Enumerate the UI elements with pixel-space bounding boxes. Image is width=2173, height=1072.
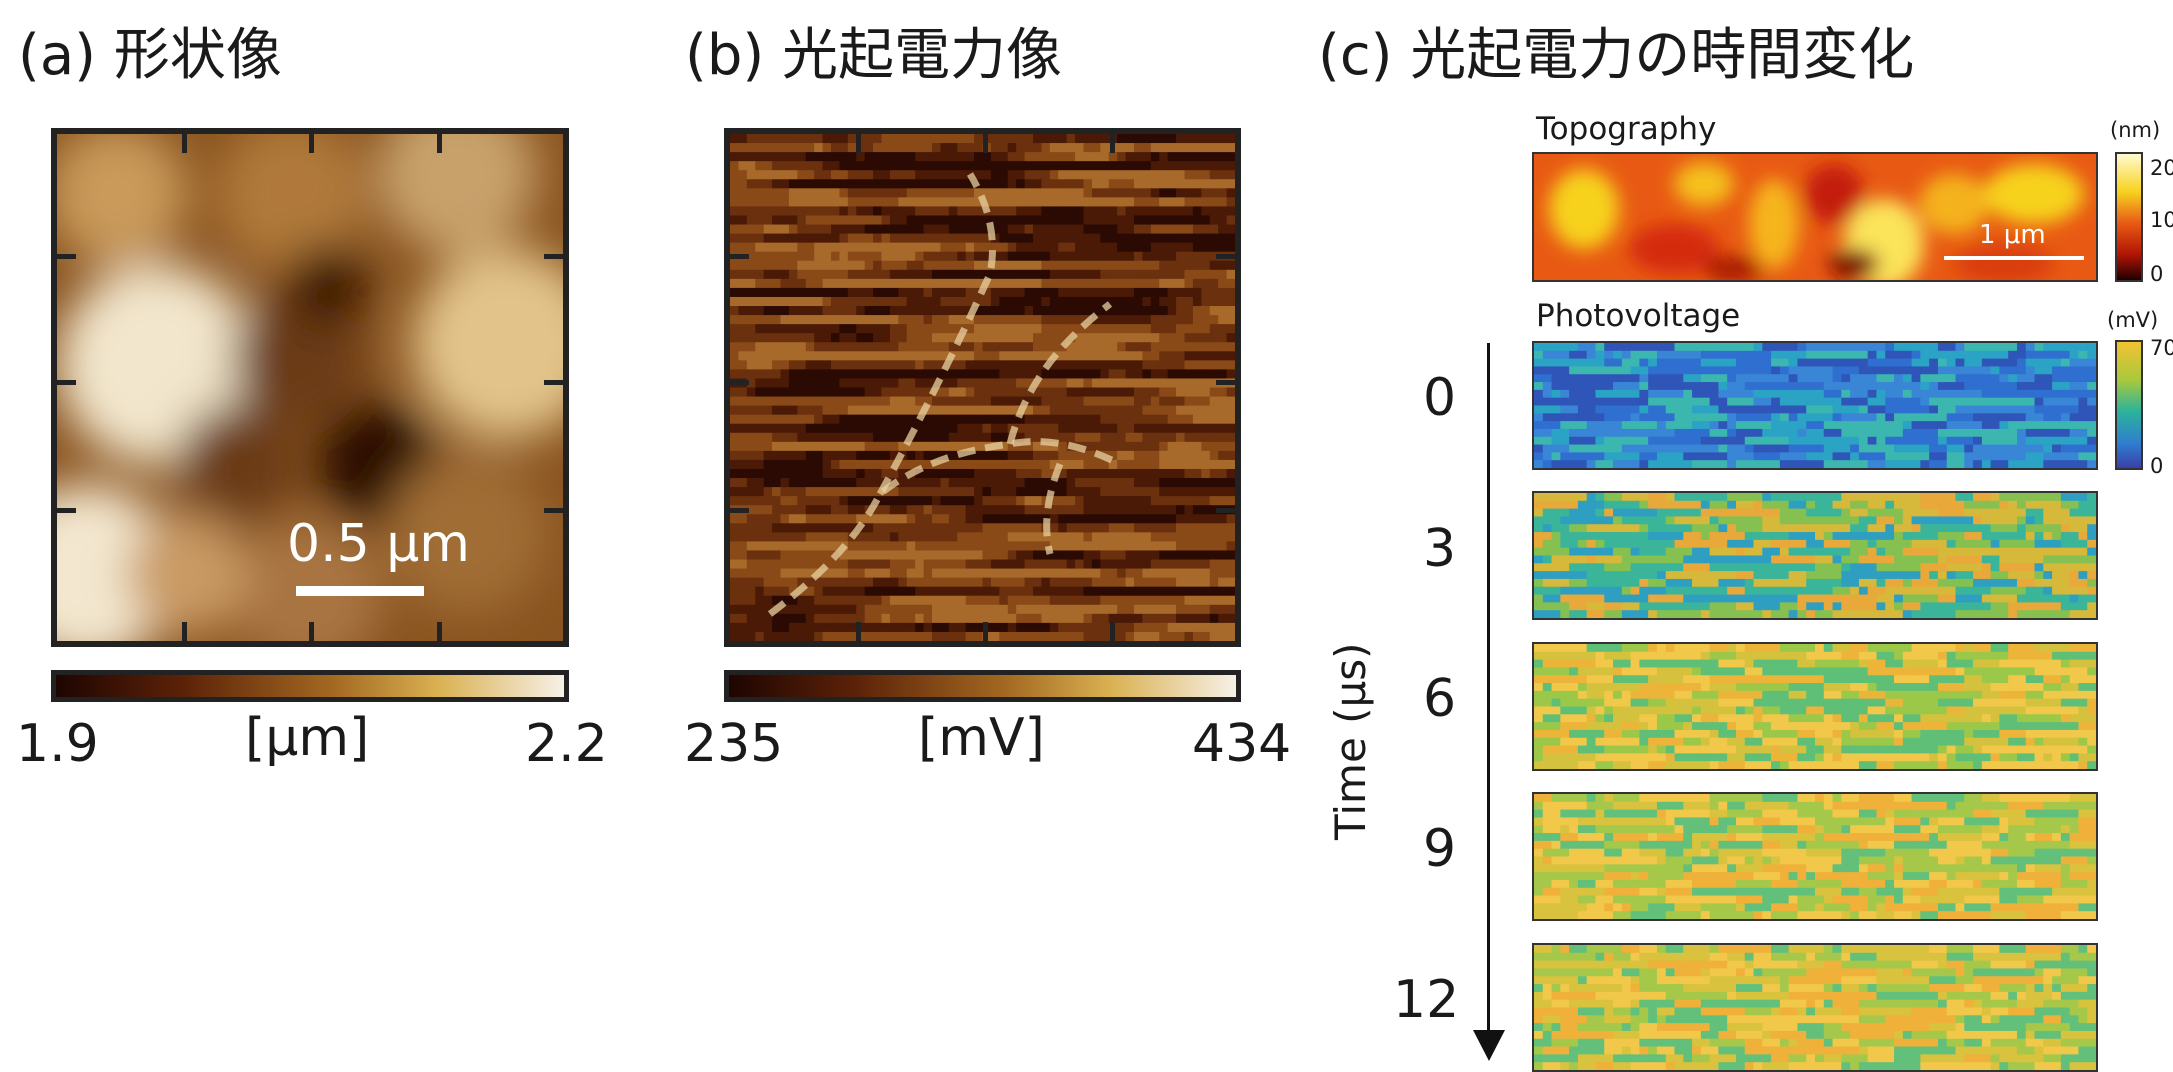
colorbar-height bbox=[51, 670, 569, 702]
photovoltage-strip-6 bbox=[1532, 642, 2098, 771]
photovoltage-strip-9 bbox=[1532, 792, 2098, 921]
time-axis-arrowhead bbox=[1473, 1030, 1505, 1061]
time-axis-line bbox=[1487, 343, 1490, 1043]
topography-cbar-tick-0: 0 bbox=[2150, 262, 2164, 286]
colorbar-photovoltage-unit: [mV] bbox=[918, 708, 1045, 768]
topography-scale-bar-line bbox=[1944, 256, 2084, 260]
photovoltage-cbar-tick-0: 0 bbox=[2150, 454, 2164, 478]
photovoltage-label: Photovoltage bbox=[1536, 298, 1741, 334]
topography-image: 0.5 μm bbox=[51, 128, 569, 647]
colorbar-height-unit: [μm] bbox=[245, 708, 370, 768]
photovoltage-strip-0 bbox=[1532, 341, 2098, 470]
panel-a-title: (a) 形状像 bbox=[18, 23, 282, 88]
topography-scale-bar-label: 1 μm bbox=[1979, 220, 2046, 250]
colorbar-photovoltage-max: 434 bbox=[1192, 714, 1292, 774]
time-tick-9: 9 bbox=[1423, 819, 1457, 879]
photovoltage-cbar bbox=[2115, 340, 2143, 470]
topography-cbar-tick-20: 20 bbox=[2150, 156, 2173, 180]
panel-b-title: (b) 光起電力像 bbox=[685, 23, 1063, 88]
topography-cbar-tick-10: 10 bbox=[2150, 208, 2173, 232]
colorbar-height-max: 2.2 bbox=[525, 714, 608, 774]
topography-label: Topography bbox=[1536, 111, 1717, 147]
photovoltage-strip-3 bbox=[1532, 491, 2098, 620]
time-tick-3: 3 bbox=[1423, 519, 1457, 579]
topography-strip: 1 μm bbox=[1532, 152, 2098, 282]
scale-bar-label: 0.5 μm bbox=[287, 514, 470, 574]
time-tick-0: 0 bbox=[1423, 368, 1457, 428]
time-axis-label: Time (μs) bbox=[1326, 642, 1375, 840]
time-tick-12: 12 bbox=[1393, 970, 1460, 1030]
topography-cbar-unit: (nm) bbox=[2110, 118, 2161, 142]
scale-bar-line bbox=[296, 586, 424, 596]
photovoltage-cbar-unit: (mV) bbox=[2107, 308, 2159, 332]
photovoltage-cbar-tick-70: 70 bbox=[2150, 336, 2173, 360]
time-tick-6: 6 bbox=[1423, 669, 1457, 729]
photovoltage-strip-12 bbox=[1532, 943, 2098, 1072]
colorbar-height-min: 1.9 bbox=[16, 714, 99, 774]
colorbar-photovoltage bbox=[724, 670, 1241, 702]
photovoltage-image bbox=[724, 128, 1241, 647]
colorbar-photovoltage-min: 235 bbox=[684, 714, 784, 774]
panel-c-title: (c) 光起電力の時間変化 bbox=[1318, 23, 1915, 88]
topography-cbar bbox=[2115, 152, 2143, 282]
